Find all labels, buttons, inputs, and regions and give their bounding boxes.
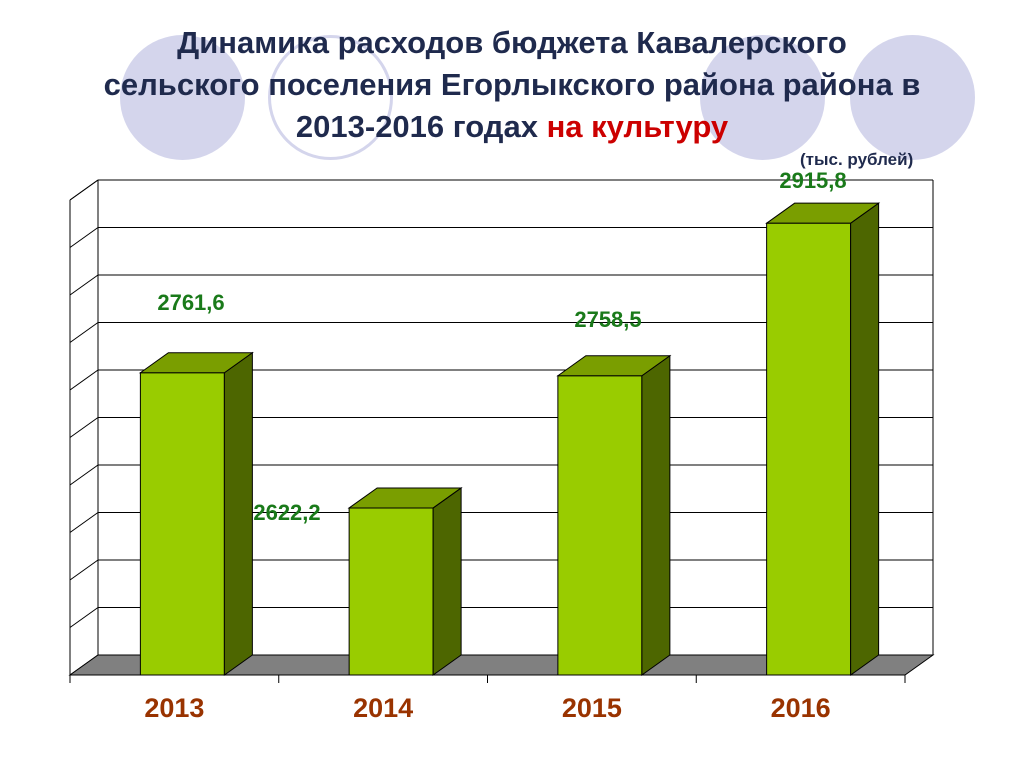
x-tick-label: 2014 <box>353 693 413 723</box>
page-title: Динамика расходов бюджета Кавалерского с… <box>0 22 1024 148</box>
title-line-3: 2013-2016 годах <box>295 109 547 144</box>
gridline-side <box>69 322 99 343</box>
title-line-1: Динамика расходов бюджета Кавалерского <box>177 25 847 60</box>
bar-2016-front <box>766 222 852 676</box>
gridline-side <box>69 417 99 438</box>
data-label: 2761,6 <box>157 290 224 315</box>
decor-circle-2 <box>700 35 825 160</box>
bar-2014-top <box>347 487 463 509</box>
decor-circle-1 <box>120 35 245 160</box>
bar-2015-top <box>556 355 672 377</box>
bar-2013-front <box>139 372 225 676</box>
bar-2015-side <box>641 354 671 676</box>
x-tick-label: 2015 <box>562 693 622 723</box>
gridline-side <box>69 227 99 248</box>
bar-2016-side <box>850 202 880 676</box>
gridline-side <box>69 559 99 581</box>
gridline-side <box>69 179 99 201</box>
bar-2014-side <box>432 486 462 676</box>
title-line-2: сельского поселения Егорлыкского района … <box>103 67 921 102</box>
gridline-side <box>69 369 99 391</box>
title-accent: на культуру <box>546 109 729 144</box>
bar-2013-top <box>138 352 254 374</box>
unit-label: (тыс. рублей) <box>800 150 914 169</box>
gridline-side <box>69 512 99 533</box>
decor-ring-1 <box>268 35 393 160</box>
data-label: 2758,5 <box>574 307 641 332</box>
data-label: 2622,2 <box>253 500 320 525</box>
gridline-side <box>69 274 99 296</box>
data-label: 2915,8 <box>779 168 846 193</box>
bar-2014-front <box>348 507 434 676</box>
decor-circle-3 <box>850 35 975 160</box>
x-tick-label: 2016 <box>771 693 831 723</box>
gridline-side <box>69 464 99 486</box>
gridline-side <box>69 607 99 628</box>
bar-2016-top <box>765 202 881 224</box>
bar-2015-front <box>557 375 643 676</box>
bar-2013-side <box>223 351 253 676</box>
x-tick-label: 2013 <box>144 693 204 723</box>
